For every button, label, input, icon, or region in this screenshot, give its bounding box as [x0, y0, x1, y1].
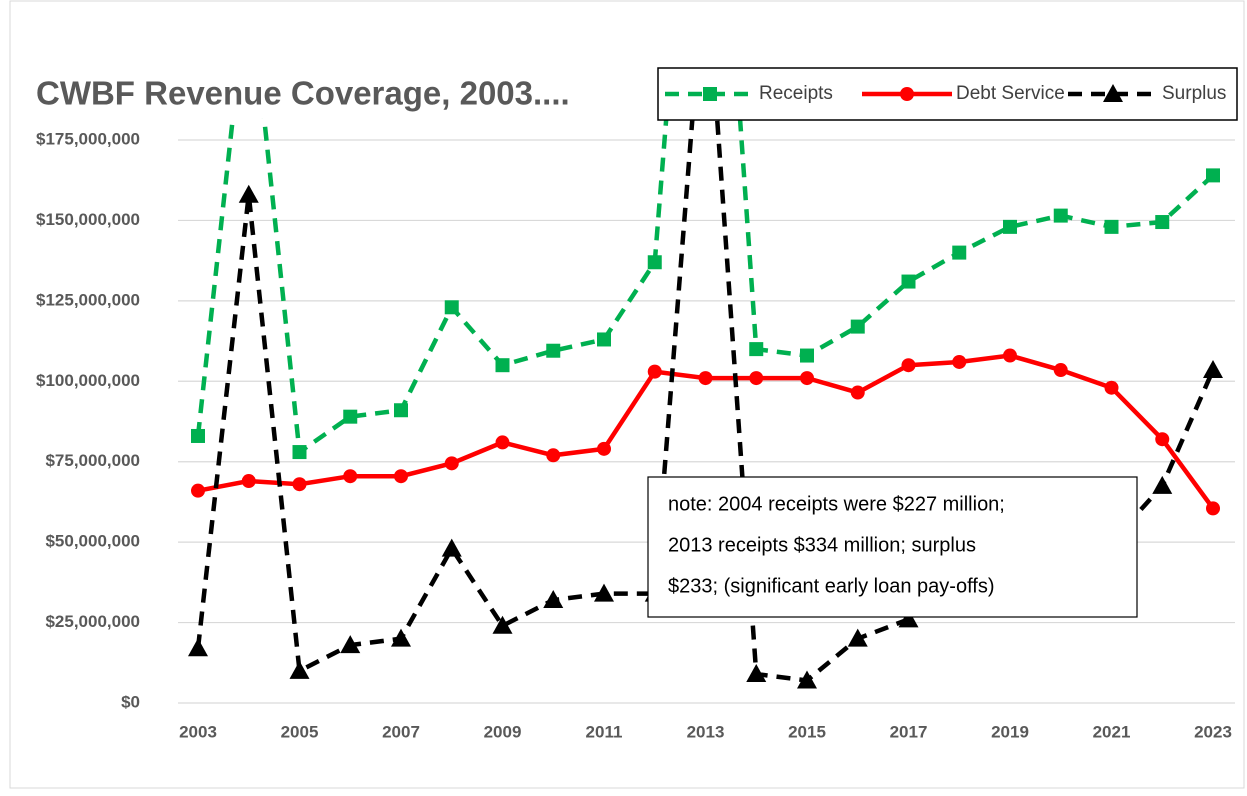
y-tick-label: $100,000,000	[36, 371, 140, 390]
marker	[1104, 380, 1119, 395]
marker	[952, 245, 967, 260]
marker	[898, 609, 919, 628]
marker	[647, 255, 662, 270]
marker	[597, 332, 611, 347]
y-tick-label: $0	[121, 692, 140, 711]
marker	[797, 670, 817, 689]
marker	[1152, 475, 1173, 494]
y-tick-label: $175,000,000	[36, 129, 140, 148]
chart-title: CWBF Revenue Coverage, 2003....	[36, 75, 570, 112]
marker	[1155, 215, 1170, 230]
y-tick-label: $75,000,000	[45, 451, 140, 470]
marker	[594, 583, 614, 602]
marker	[241, 474, 256, 489]
marker	[188, 638, 208, 657]
marker	[441, 538, 462, 557]
marker	[850, 319, 865, 334]
marker	[1206, 168, 1220, 183]
x-tick-label: 2013	[687, 722, 725, 741]
marker	[647, 364, 662, 379]
marker	[394, 403, 408, 418]
legend-label: Surplus	[1162, 83, 1226, 104]
marker	[703, 87, 717, 101]
marker	[1003, 348, 1017, 363]
marker	[391, 628, 411, 647]
legend-label: Debt Service	[956, 83, 1065, 104]
note-box	[647, 476, 1138, 618]
x-tick-label: 2019	[991, 722, 1029, 741]
marker	[546, 448, 561, 463]
marker	[952, 354, 967, 369]
marker	[746, 664, 767, 683]
marker	[1053, 208, 1068, 223]
marker	[1003, 219, 1017, 234]
marker	[800, 371, 814, 386]
x-tick-label: 2017	[890, 722, 928, 741]
marker	[444, 456, 459, 471]
x-tick-label: 2023	[1194, 722, 1232, 741]
legend-label: Receipts	[759, 83, 833, 104]
marker	[289, 660, 310, 679]
marker	[847, 628, 868, 647]
x-tick-label: 2021	[1093, 722, 1131, 741]
y-tick-label: $150,000,000	[36, 210, 140, 229]
marker	[444, 300, 459, 315]
series-line	[195, 118, 1215, 457]
marker	[749, 342, 764, 357]
marker	[1103, 84, 1123, 102]
marker	[292, 445, 307, 460]
note-text: 2013 receipts $334 million; surplus	[668, 534, 976, 556]
y-tick-label: $125,000,000	[36, 290, 140, 309]
marker	[1155, 432, 1170, 447]
note-text: $233; (significant early loan pay-offs)	[668, 575, 994, 597]
marker	[901, 358, 916, 373]
x-tick-label: 2015	[788, 722, 826, 741]
marker	[1104, 219, 1119, 234]
marker	[850, 385, 865, 400]
x-tick-label: 2003	[179, 722, 217, 741]
x-tick-label: 2005	[281, 722, 319, 741]
note-text: note: 2004 receipts were $227 million;	[668, 493, 1005, 515]
marker	[1053, 363, 1068, 378]
x-tick-label: 2009	[484, 722, 522, 741]
y-tick-label: $25,000,000	[45, 612, 140, 631]
marker	[340, 635, 361, 654]
marker	[800, 348, 814, 363]
marker	[901, 274, 916, 289]
marker	[1203, 360, 1223, 379]
y-tick-label: $50,000,000	[45, 532, 140, 551]
marker	[495, 435, 510, 450]
marker	[394, 469, 408, 484]
chart-border	[9, 0, 1245, 789]
marker	[492, 615, 513, 634]
legend: Receipts Debt Service Surplus	[657, 67, 1238, 121]
marker	[343, 469, 358, 484]
x-tick-label: 2011	[586, 722, 623, 741]
marker	[292, 477, 307, 492]
marker	[543, 590, 564, 609]
marker	[1206, 501, 1220, 516]
marker	[238, 184, 259, 203]
marker	[546, 343, 561, 358]
marker	[191, 428, 205, 443]
marker	[749, 371, 764, 386]
marker	[343, 409, 358, 424]
x-tick-label: 2007	[382, 722, 420, 741]
marker	[597, 441, 611, 456]
note: note: 2004 receipts were $227 million; 20…	[647, 476, 1138, 618]
marker	[495, 358, 510, 373]
marker	[191, 483, 205, 498]
marker	[698, 371, 713, 386]
marker	[900, 87, 914, 101]
